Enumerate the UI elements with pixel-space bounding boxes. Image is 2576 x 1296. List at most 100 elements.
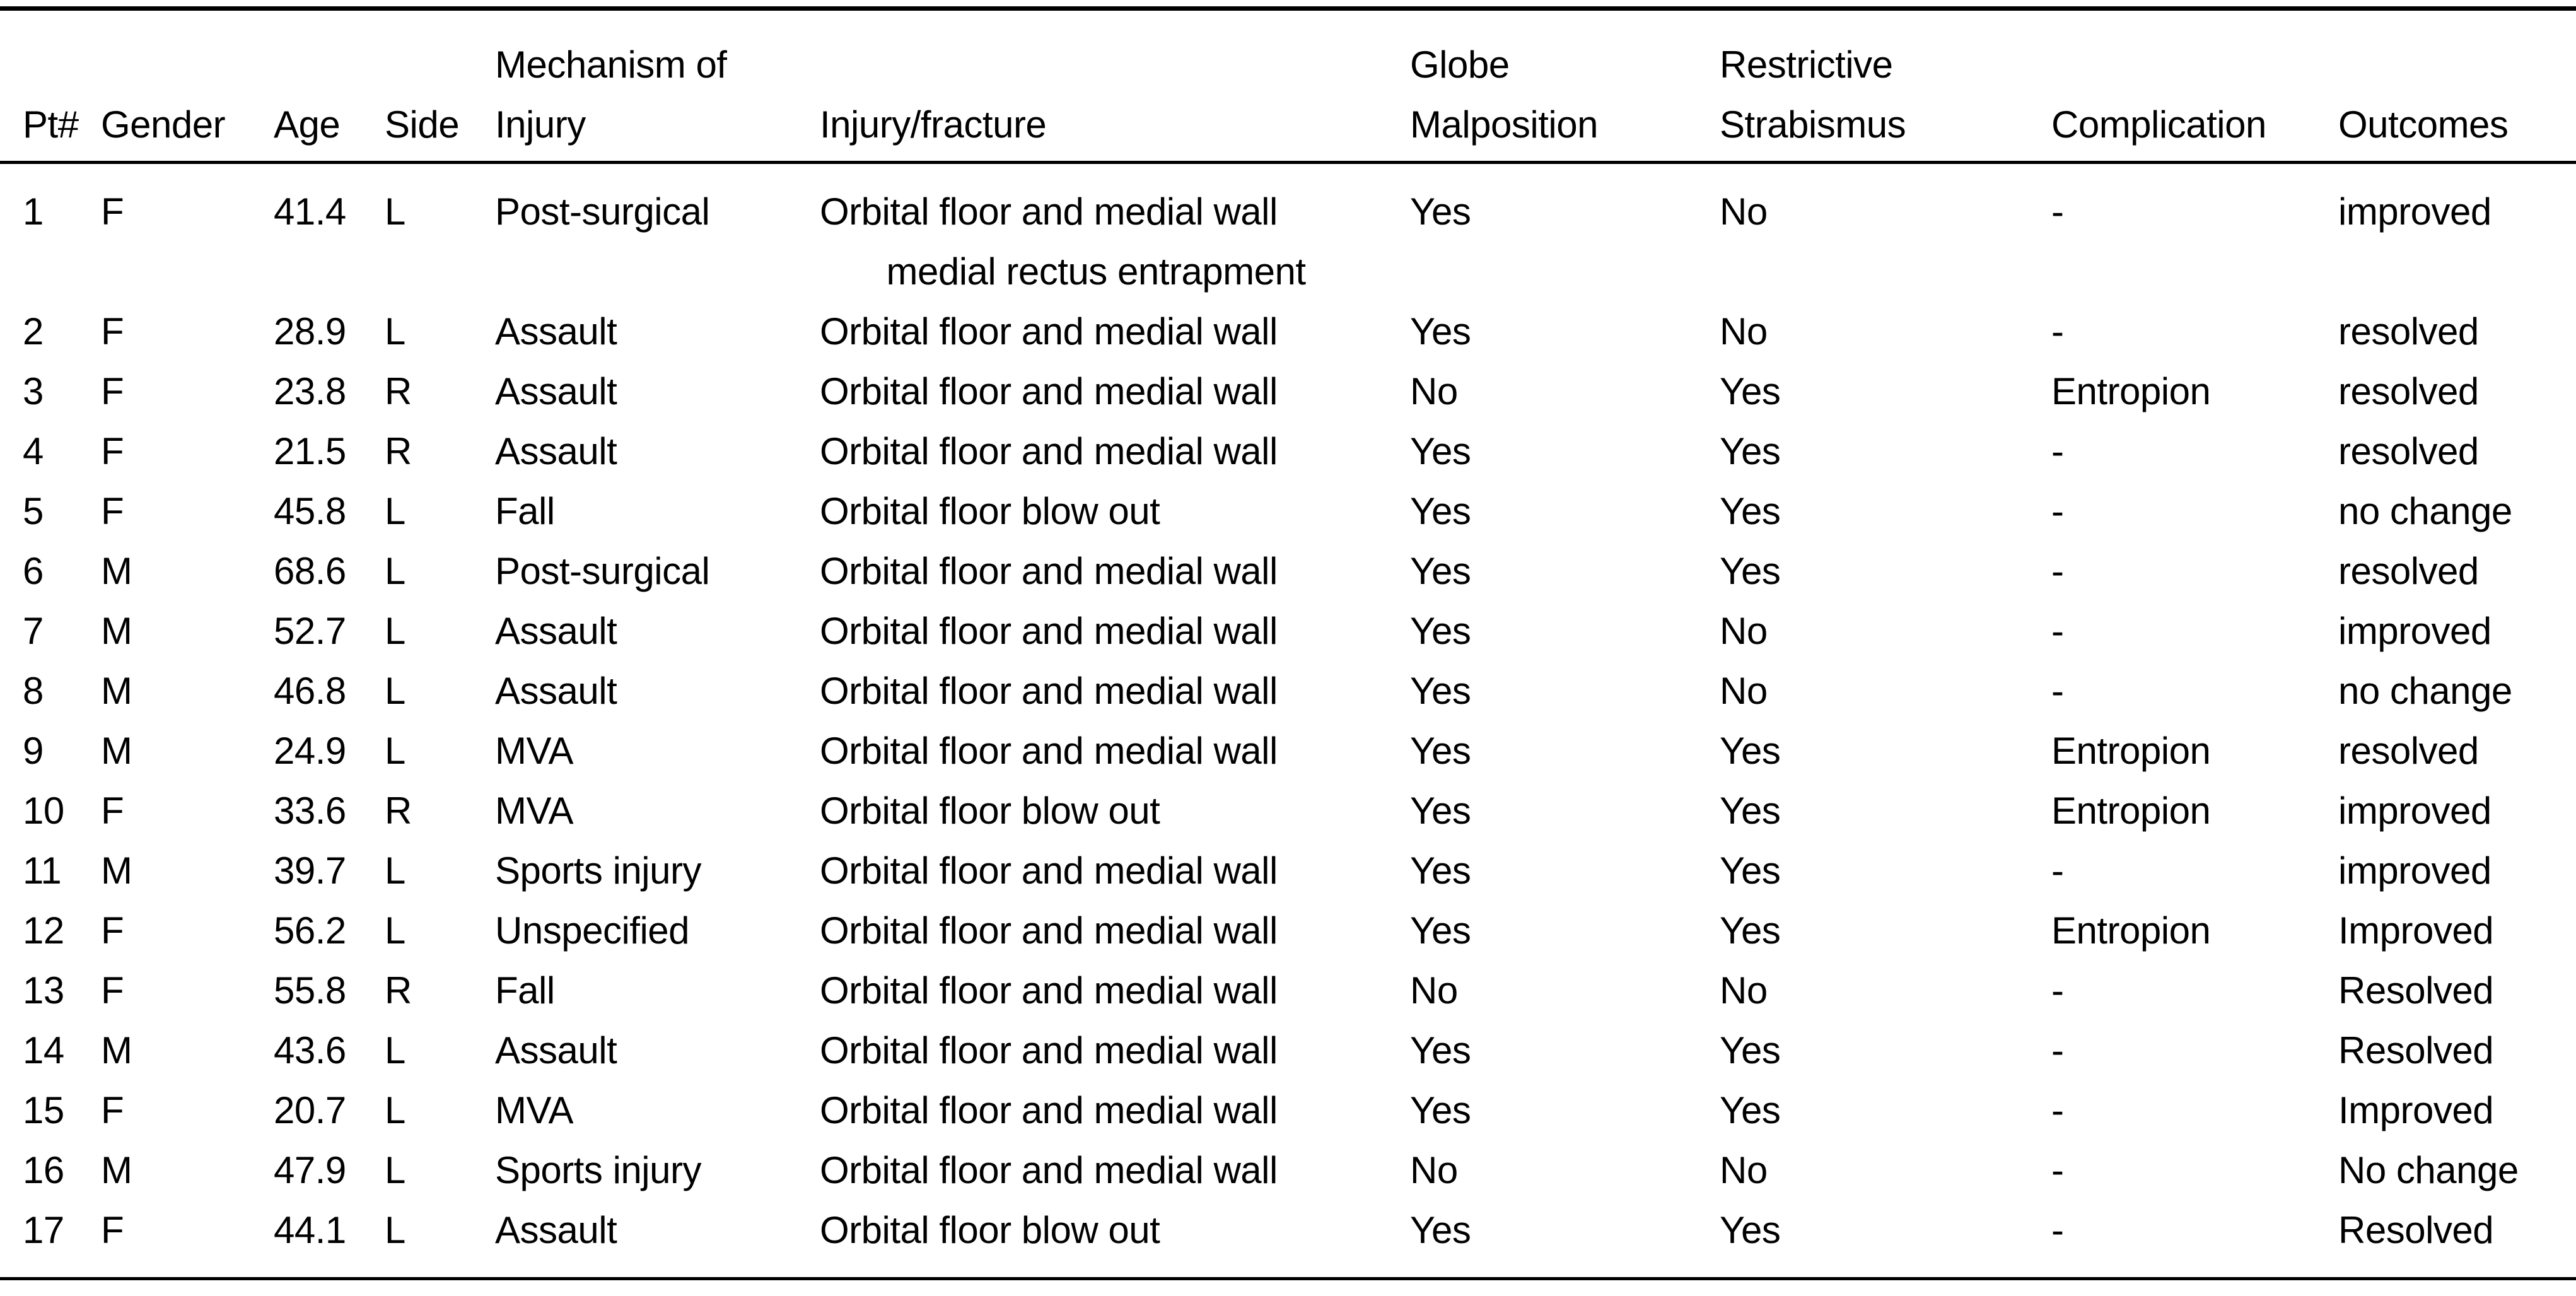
cell-age: 21.5 (274, 430, 346, 472)
cell-complication: - (2051, 430, 2064, 472)
cell-mechanism: Assault (495, 370, 617, 412)
cell-outcome: Improved (2338, 909, 2494, 952)
cell-mechanism: Unspecified (495, 909, 690, 952)
cell-mechanism: Fall (495, 969, 555, 1012)
cell-complication: - (2051, 1029, 2064, 1071)
cell-complication: - (2051, 1149, 2064, 1191)
header-row: Pt# Gender Age Side Mechanism of Injury … (0, 8, 2576, 164)
cell-mechanism: Assault (495, 1209, 617, 1251)
cell-side: R (385, 370, 412, 412)
column-header-mechanism: Mechanism of Injury (495, 8, 820, 164)
cell-age: 23.8 (274, 370, 346, 412)
cell-pt: 10 (23, 790, 64, 832)
table-row: 9 M 24.9 L MVA Orbital floor and medial wall Y… (0, 721, 2576, 781)
cell-mechanism: Assault (495, 430, 617, 472)
cell-injury: Orbital floor and medial wall (820, 1089, 1278, 1131)
cell-strabismus: Yes (1720, 909, 1781, 952)
cell-pt: 6 (23, 550, 44, 592)
cell-injury: Orbital floor and medial wall (820, 909, 1278, 952)
cell-gender: F (101, 310, 124, 353)
table-row: 16 M 47.9 L Sports injury Orbital floor and m… (0, 1140, 2576, 1200)
table-body: 1 F 41.4 L Post-surgical Orbital floor and me… (0, 163, 2576, 1279)
cell-pt: 9 (23, 730, 44, 772)
cell-injury: Orbital floor and medial wall (820, 1029, 1278, 1071)
cell-pt: 16 (23, 1149, 64, 1191)
cell-globe: Yes (1410, 1209, 1471, 1251)
cell-side: L (385, 670, 405, 712)
cell-pt: 8 (23, 670, 44, 712)
cell-age: 33.6 (274, 790, 346, 832)
cell-age: 43.6 (274, 1029, 346, 1071)
cell-age: 24.9 (274, 730, 346, 772)
cell-complication: - (2051, 550, 2064, 592)
table-row: 2 F 28.9 L Assault Orbital floor and medial w… (0, 301, 2576, 361)
cell-strabismus: No (1720, 969, 1768, 1012)
cell-mechanism: Fall (495, 490, 555, 532)
table-row: 3 F 23.8 R Assault Orbital floor and medial w… (0, 361, 2576, 421)
cell-globe: Yes (1410, 670, 1471, 712)
cell-outcome: Improved (2338, 1089, 2494, 1131)
cell-mechanism: Sports injury (495, 1149, 701, 1191)
cell-gender: F (101, 909, 124, 952)
patient-outcomes-table: Pt# Gender Age Side Mechanism of Injury … (0, 6, 2576, 1280)
table-row: 4 F 21.5 R Assault Orbital floor and medial w… (0, 421, 2576, 481)
table-row: 1 F 41.4 L Post-surgical Orbital floor and me… (0, 163, 2576, 302)
cell-gender: F (101, 430, 124, 472)
cell-side: L (385, 730, 405, 772)
cell-age: 41.4 (274, 190, 346, 233)
cell-age: 47.9 (274, 1149, 346, 1191)
table-row: 13 F 55.8 R Fall Orbital floor and medial wal… (0, 960, 2576, 1020)
cell-strabismus: Yes (1720, 430, 1781, 472)
cell-age: 52.7 (274, 610, 346, 652)
cell-gender: M (101, 1149, 132, 1191)
cell-pt: 14 (23, 1029, 64, 1071)
cell-gender: F (101, 969, 124, 1012)
cell-complication: - (2051, 490, 2064, 532)
cell-pt: 17 (23, 1209, 64, 1251)
table-row: 17 F 44.1 L Assault Orbital floor blow out Yes… (0, 1200, 2576, 1279)
cell-age: 55.8 (274, 969, 346, 1012)
cell-gender: M (101, 730, 132, 772)
cell-strabismus: Yes (1720, 849, 1781, 892)
column-header-side: Side (385, 8, 495, 164)
cell-age: 28.9 (274, 310, 346, 353)
cell-strabismus: No (1720, 1149, 1768, 1191)
cell-complication: - (2051, 190, 2064, 233)
cell-side: R (385, 790, 412, 832)
cell-outcome: improved (2338, 610, 2491, 652)
cell-side: R (385, 430, 412, 472)
cell-globe: Yes (1410, 190, 1471, 233)
cell-injury: Orbital floor and medial wall (820, 310, 1278, 353)
cell-outcome: improved (2338, 790, 2491, 832)
cell-complication: - (2051, 610, 2064, 652)
cell-age: 44.1 (274, 1209, 346, 1251)
cell-complication: - (2051, 1209, 2064, 1251)
cell-side: L (385, 490, 405, 532)
cell-injury: Orbital floor blow out (820, 1209, 1160, 1251)
cell-outcome: resolved (2338, 550, 2479, 592)
cell-outcome: resolved (2338, 430, 2479, 472)
cell-injury: Orbital floor and medial wall (820, 969, 1278, 1012)
cell-side: L (385, 909, 405, 952)
column-header-injury: Injury/fracture (820, 8, 1410, 164)
cell-injury: Orbital floor and medial wall medial rect… (820, 190, 1306, 293)
cell-outcome: resolved (2338, 310, 2479, 353)
cell-pt: 5 (23, 490, 44, 532)
cell-strabismus: Yes (1720, 790, 1781, 832)
table-row: 15 F 20.7 L MVA Orbital floor and medial wall… (0, 1080, 2576, 1140)
cell-globe: Yes (1410, 909, 1471, 952)
cell-injury: Orbital floor and medial wall (820, 1149, 1278, 1191)
cell-outcome: Resolved (2338, 1209, 2494, 1251)
cell-globe: Yes (1410, 730, 1471, 772)
cell-globe: No (1410, 969, 1458, 1012)
cell-globe: No (1410, 1149, 1458, 1191)
table-row: 6 M 68.6 L Post-surgical Orbital floor and me… (0, 541, 2576, 601)
cell-globe: No (1410, 370, 1458, 412)
cell-side: L (385, 1149, 405, 1191)
cell-complication: - (2051, 969, 2064, 1012)
cell-mechanism: Assault (495, 310, 617, 353)
table-row: 12 F 56.2 L Unspecified Orbital floor and med… (0, 901, 2576, 960)
cell-pt: 15 (23, 1089, 64, 1131)
cell-gender: F (101, 790, 124, 832)
cell-outcome: resolved (2338, 370, 2479, 412)
